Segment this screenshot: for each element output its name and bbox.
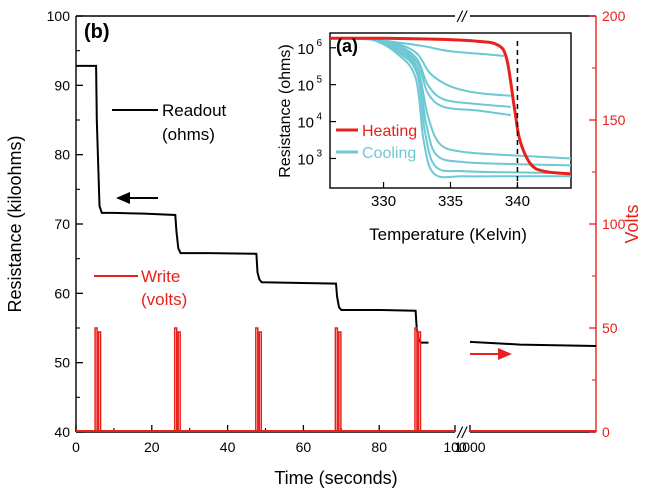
legend-heating-label: Heating — [362, 123, 417, 140]
write-series-pulses — [94, 327, 422, 431]
right-y-axis-title: Volts — [622, 204, 642, 243]
right-y-tick-label: 50 — [602, 320, 618, 336]
inset-x-axis-title: Temperature (Kelvin) — [369, 225, 527, 244]
x-axis-title: Time (seconds) — [274, 468, 397, 488]
inset-heating-curve — [329, 36, 572, 176]
readout-label-line-2: (ohms) — [162, 125, 215, 144]
inset-y-tick-label: 10 — [297, 151, 314, 168]
right-y-tick-label: 0 — [602, 424, 610, 440]
left-y-tick-label: 50 — [54, 355, 70, 371]
readout-label-line-1: Readout — [162, 101, 227, 120]
write-pulse — [414, 327, 422, 431]
write-label-line-1: Write — [141, 267, 180, 286]
inset-y-axis-title: Resistance (ohms) — [277, 44, 294, 177]
inset-x-tick-label: 340 — [505, 193, 530, 210]
inset-y-tick-label: 10 — [297, 78, 314, 95]
main-ticks: 0 20 40 60 80 1001000405060708090100050100150… — [47, 8, 626, 455]
inset-y-tick-exponent: 4 — [316, 112, 322, 123]
left-y-tick-label: 80 — [54, 147, 70, 163]
panel-a-label: (a) — [336, 36, 358, 56]
inset-curves — [329, 36, 572, 179]
main-series — [76, 64, 597, 432]
main-plot-area: // // 0 20 40 60 80 1001000405060708090100050… — [5, 8, 642, 488]
panel-b-label: (b) — [84, 21, 110, 43]
inset-y-tick-label: 10 — [297, 115, 314, 132]
x-tick-label: 60 — [296, 439, 312, 455]
left-y-tick-label: 100 — [47, 8, 71, 24]
left-y-axis-title: Resistance (kiloohms) — [5, 135, 25, 312]
left-y-tick-label: 70 — [54, 216, 70, 232]
inset-y-tick-exponent: 5 — [316, 75, 322, 86]
inset-x-tick-label: 335 — [438, 193, 463, 210]
write-pulse — [334, 327, 342, 431]
readout-series-line — [76, 64, 429, 344]
inset-y-tick-exponent: 3 — [316, 148, 322, 159]
write-pulse — [173, 327, 181, 431]
left-y-tick-label: 60 — [54, 285, 70, 301]
x-tick-label: 100 — [443, 439, 467, 455]
inset-cooling-curve — [329, 36, 571, 179]
readout-series-line-after-break — [469, 340, 597, 347]
x-tick-label: 0 — [72, 439, 80, 455]
x-tick-label: 20 — [144, 439, 160, 455]
write-right-arrow — [470, 348, 512, 360]
x-tick-label: 40 — [220, 439, 236, 455]
left-y-tick-label: 90 — [54, 77, 70, 93]
right-y-tick-label: 150 — [602, 112, 626, 128]
inset-legend: Heating Cooling — [336, 123, 417, 162]
right-y-tick-label: 100 — [602, 216, 626, 232]
x-tick-label: 1000 — [454, 439, 485, 455]
inset-x-tick-label: 330 — [371, 193, 396, 210]
legend-cooling-label: Cooling — [362, 145, 416, 162]
write-pulse — [94, 327, 102, 431]
bottom-axis-break-mark: // — [457, 425, 468, 442]
x-tick-label: 80 — [371, 439, 387, 455]
readout-left-arrow — [116, 192, 158, 204]
top-axis-break-mark: // — [457, 9, 468, 26]
right-y-tick-label: 200 — [602, 8, 626, 24]
write-label-line-2: (volts) — [141, 290, 187, 309]
left-y-tick-label: 40 — [54, 424, 70, 440]
write-pulse — [255, 327, 263, 431]
inset-y-tick-label: 10 — [297, 41, 314, 58]
inset-y-tick-exponent: 6 — [316, 38, 322, 49]
